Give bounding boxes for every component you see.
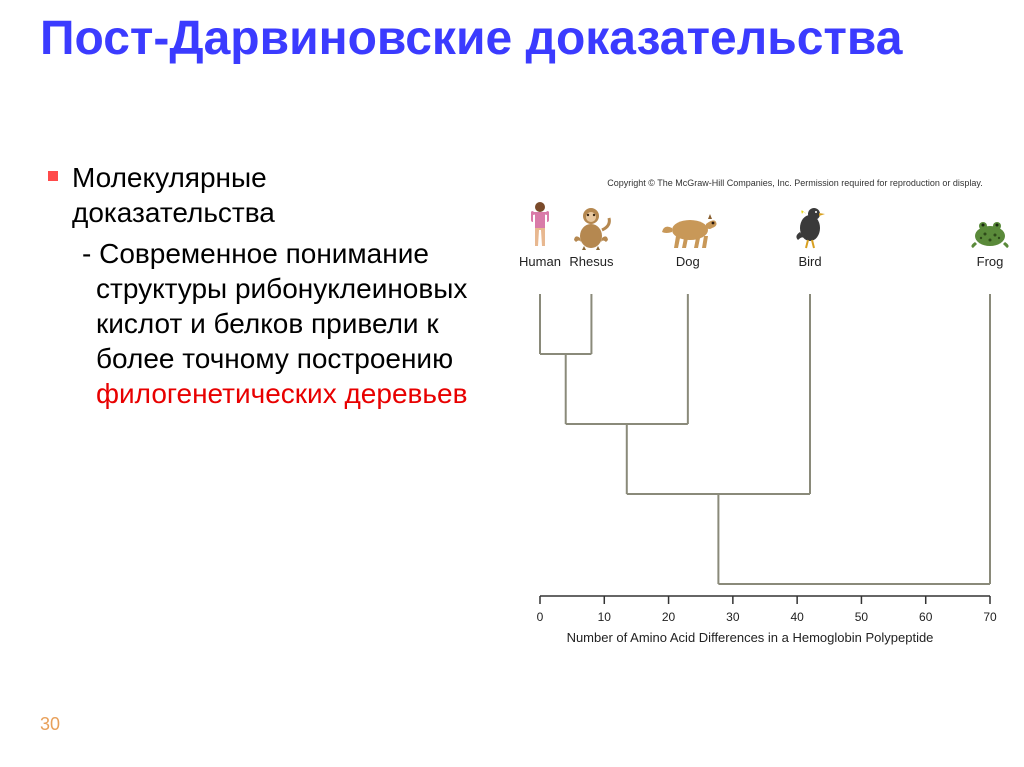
sub-bullet-item: - Современное понимание структуры рибону… (48, 236, 468, 411)
taxon-frog: Frog (955, 200, 1024, 269)
x-axis: Number of Amino Acid Differences in a He… (500, 594, 1000, 654)
taxon-dog: Dog (653, 200, 723, 269)
axis-tick-label: 50 (855, 610, 868, 624)
bullet-item: Молекулярные доказательства (48, 160, 468, 230)
monkey-icon (556, 200, 626, 250)
bullet-text: Молекулярные доказательства (72, 160, 468, 230)
taxon-label: Rhesus (556, 254, 626, 269)
axis-tick-label: 0 (537, 610, 544, 624)
taxon-bird: Bird (775, 200, 845, 269)
copyright-text: Copyright © The McGraw-Hill Companies, I… (600, 178, 990, 188)
sub-text-black: Современное понимание структуры рибонукл… (96, 238, 467, 374)
sub-text-red: филогенетических деревьев (96, 378, 467, 409)
taxon-label: Bird (775, 254, 845, 269)
bullet-marker-icon (48, 171, 58, 181)
axis-tick-label: 30 (726, 610, 739, 624)
taxon-label: Frog (955, 254, 1024, 269)
sub-prefix: - (82, 238, 99, 269)
slide-title: Пост-Дарвиновские доказательства (40, 14, 902, 64)
tree-area (500, 294, 1000, 594)
bird-icon (775, 200, 845, 250)
axis-tick-label: 60 (919, 610, 932, 624)
phylogenetic-diagram: Copyright © The McGraw-Hill Companies, I… (500, 178, 1000, 658)
axis-tick-label: 40 (790, 610, 803, 624)
taxon-label: Dog (653, 254, 723, 269)
bullet-list: Молекулярные доказательства - Современно… (48, 160, 468, 411)
frog-icon (955, 200, 1024, 250)
axis-tick-label: 10 (598, 610, 611, 624)
page-number: 30 (40, 714, 60, 735)
axis-tick-label: 20 (662, 610, 675, 624)
taxon-rhesus: Rhesus (556, 200, 626, 269)
taxa-row: HumanRhesusDogBirdFrog (500, 200, 1000, 300)
dog-icon (653, 200, 723, 250)
axis-title: Number of Amino Acid Differences in a He… (500, 630, 1000, 645)
axis-tick-label: 70 (983, 610, 996, 624)
